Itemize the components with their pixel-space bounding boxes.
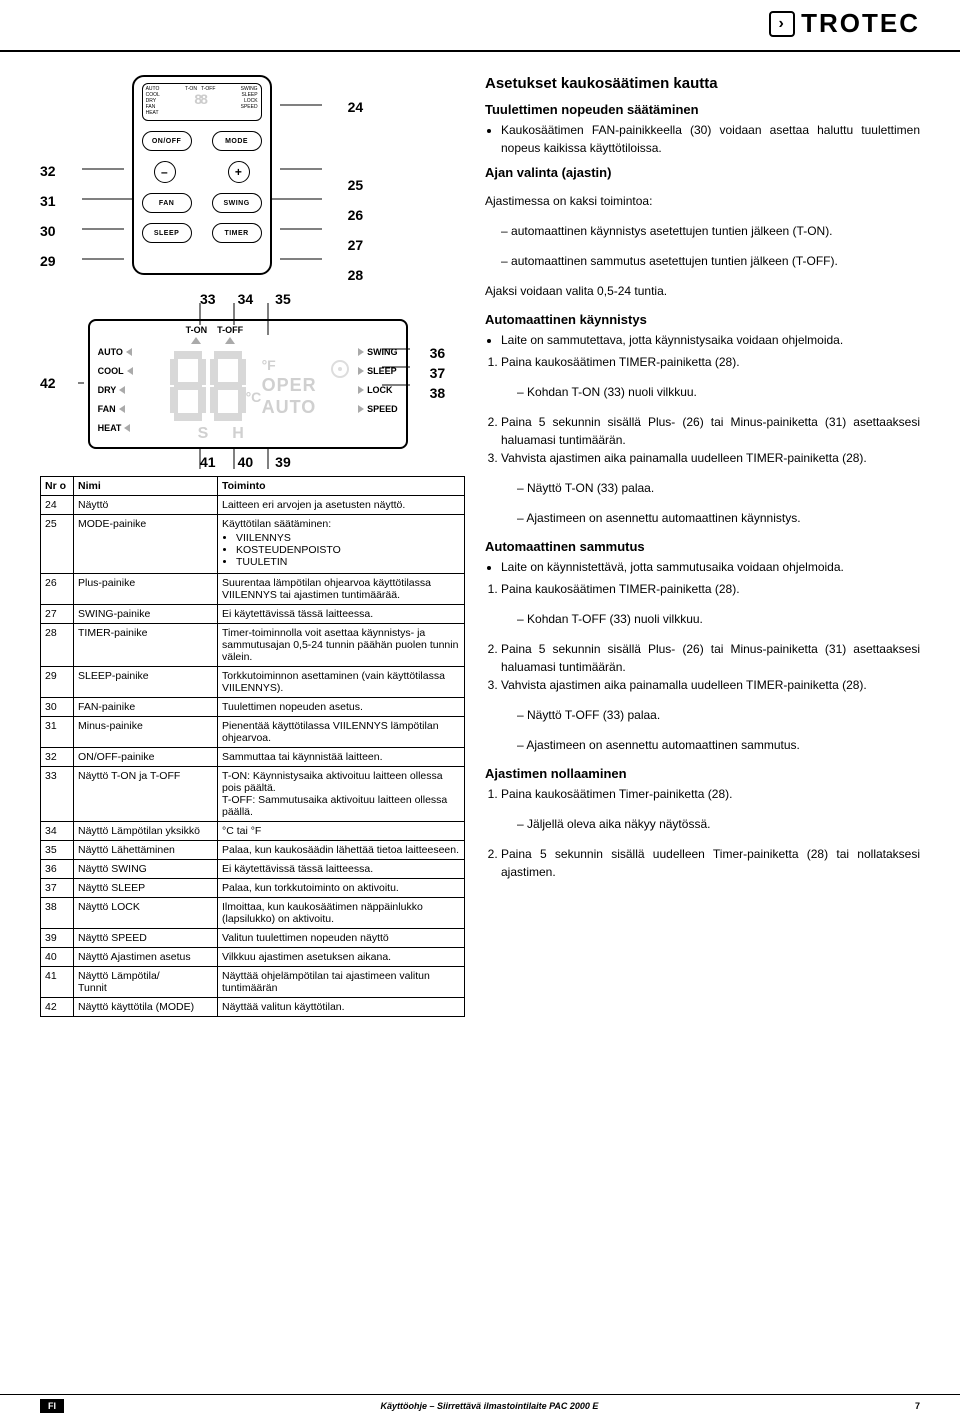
minus-button: – — [154, 161, 176, 183]
swing-button: SWING — [212, 193, 262, 213]
table-row: 25MODE-painikeKäyttötilan säätäminen:VII… — [41, 515, 465, 574]
th-nr: Nr o — [41, 477, 74, 496]
reset-heading: Ajastimen nollaaminen — [485, 766, 920, 781]
lcd-left-42: 42 — [40, 375, 56, 391]
timer-button: TIMER — [212, 223, 262, 243]
table-row: 37Näyttö SLEEPPalaa, kun torkkutoiminto … — [41, 879, 465, 898]
sleep-button: SLEEP — [142, 223, 192, 243]
table-row: 26Plus-painikeSuurentaa lämpötilan ohjea… — [41, 574, 465, 605]
remote-right-callouts: 24 25 26 27 28 — [348, 131, 364, 281]
th-name: Nimi — [74, 477, 218, 496]
chevron-right-icon: › — [769, 11, 795, 37]
fan-button: FAN — [142, 193, 192, 213]
autostop-heading: Automaattinen sammutus — [485, 539, 920, 554]
table-row: 40Näyttö Ajastimen asetusVilkkuu ajastim… — [41, 948, 465, 967]
page-footer: FI Käyttöohje – Siirrettävä ilmastointil… — [0, 1394, 960, 1413]
footer-title: Käyttöohje – Siirrettävä ilmastointilait… — [381, 1401, 599, 1411]
table-row: 41Näyttö Lämpötila/ TunnitNäyttää ohjelä… — [41, 967, 465, 998]
table-row: 33Näyttö T-ON ja T-OFFT-ON: Käynnistysai… — [41, 767, 465, 822]
onoff-button: ON/OFF — [142, 131, 192, 151]
right-column: Asetukset kaukosäätimen kautta Tuulettim… — [485, 75, 920, 1017]
remote-lcd: AUTO COOL DRY FAN HEAT T-ON T-OFF 88 — [142, 83, 262, 121]
table-row: 38Näyttö LOCKIlmoittaa, kun kaukosäätime… — [41, 898, 465, 929]
lcd-right-callouts: 36 37 38 — [430, 345, 446, 401]
mode-button: MODE — [212, 131, 262, 151]
remote-diagram: AUTO COOL DRY FAN HEAT T-ON T-OFF 88 — [132, 75, 272, 275]
table-row: 34Näyttö Lämpötilan yksikkö°C tai °F — [41, 822, 465, 841]
table-row: 35Näyttö LähettäminenPalaa, kun kaukosää… — [41, 841, 465, 860]
table-row: 29SLEEP-painikeTorkkutoiminnon asettamin… — [41, 667, 465, 698]
table-row: 28TIMER-painikeTimer-toiminnolla voit as… — [41, 624, 465, 667]
footer-page: 7 — [915, 1401, 920, 1411]
table-row: 42Näyttö käyttötila (MODE)Näyttää valitu… — [41, 998, 465, 1017]
table-row: 39Näyttö SPEEDValitun tuulettimen nopeud… — [41, 929, 465, 948]
footer-lang: FI — [40, 1399, 64, 1413]
table-row: 24NäyttöLaitteen eri arvojen ja asetuste… — [41, 496, 465, 515]
th-fn: Toiminto — [218, 477, 465, 496]
functions-table: Nr o Nimi Toiminto 24NäyttöLaitteen eri … — [40, 476, 465, 1017]
table-row: 32ON/OFF-painikeSammuttaa tai käynnistää… — [41, 748, 465, 767]
table-row: 27SWING-painikeEi käytettävissä tässä la… — [41, 605, 465, 624]
brand-logo: › TROTEC — [769, 8, 920, 39]
brand-text: TROTEC — [801, 8, 920, 39]
fan-speed-heading: Tuulettimen nopeuden säätäminen — [485, 102, 920, 117]
table-row: 31Minus-painikePienentää käyttötilassa V… — [41, 717, 465, 748]
page-header: › TROTEC — [0, 0, 960, 52]
timer-heading: Ajan valinta (ajastin) — [485, 165, 920, 180]
plus-button: + — [228, 161, 250, 183]
left-column: 32 31 30 29 AUTO — [40, 75, 465, 1017]
autostart-heading: Automaattinen käynnistys — [485, 312, 920, 327]
table-row: 36Näyttö SWINGEi käytettävissä tässä lai… — [41, 860, 465, 879]
remote-left-callouts: 32 31 30 29 — [40, 163, 56, 267]
section-title: Asetukset kaukosäätimen kautta — [485, 75, 920, 92]
big-lcd-diagram: T-ON T-OFF AUTO COOL DRY FAN HEAT SWING … — [88, 319, 408, 449]
table-row: 30FAN-painikeTuulettimen nopeuden asetus… — [41, 698, 465, 717]
